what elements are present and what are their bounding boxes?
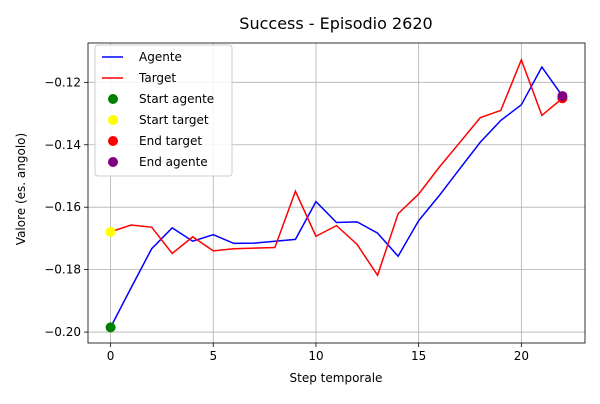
y-tick-label: −0.18 xyxy=(44,263,81,277)
point-start-target xyxy=(105,226,116,237)
x-tick-label: 15 xyxy=(411,349,426,363)
y-axis-label: Valore (es. angolo) xyxy=(14,133,28,245)
axes-layer: 0 5 10 15 20 −0.20 −0.18 −0.16 −0.14 −0.12 xyxy=(44,42,586,363)
y-tick-label: −0.12 xyxy=(44,75,81,89)
x-tick-label: 10 xyxy=(308,349,323,363)
legend-label: End target xyxy=(139,134,202,148)
y-tick-label: −0.16 xyxy=(44,200,81,214)
x-axis-label: Step temporale xyxy=(290,371,383,385)
legend-box xyxy=(94,44,233,177)
legend-marker xyxy=(108,115,118,125)
legend-label: Start target xyxy=(139,113,209,127)
legend-label: Start agente xyxy=(139,92,214,106)
legend-label: End agente xyxy=(139,155,208,169)
x-tick-label: 20 xyxy=(514,349,529,363)
legend-label: Agente xyxy=(139,50,182,64)
y-tick-label: −0.14 xyxy=(44,138,81,152)
legend-marker xyxy=(108,136,118,146)
y-tick-label: −0.20 xyxy=(44,325,81,339)
x-tick-label: 5 xyxy=(209,349,217,363)
chart-title: Success - Episodio 2620 xyxy=(239,14,432,33)
legend-label: Target xyxy=(138,71,176,85)
series-layer xyxy=(105,57,568,333)
x-tick-label: 0 xyxy=(107,349,115,363)
legend-marker xyxy=(108,94,118,104)
legend: Agente Target Start agente Start target End … xyxy=(94,44,233,177)
plot-frame xyxy=(87,42,586,344)
legend-marker xyxy=(108,157,118,167)
point-end-agente xyxy=(557,91,568,102)
point-start-agente xyxy=(105,322,116,333)
series-line-target xyxy=(110,57,563,277)
series-line-agente xyxy=(109,65,564,328)
